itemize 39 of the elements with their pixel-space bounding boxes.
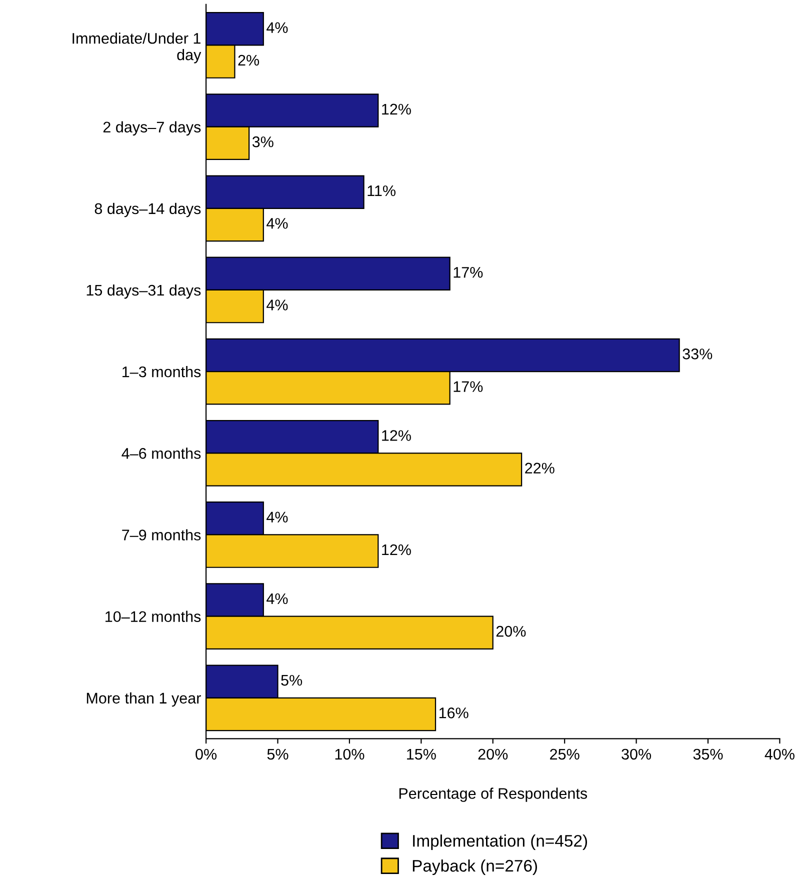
x-tick-label: 10% [335, 748, 364, 760]
y-tick-label: Immediate/Under 1 day [72, 32, 202, 64]
x-tick-label: 40% [764, 748, 794, 760]
y-tick-label: 1–3 months [122, 366, 201, 378]
data-label: 2% [238, 54, 260, 66]
legend-label: Implementation (n=452) [413, 834, 588, 850]
data-label: 4% [266, 22, 288, 33]
data-label: 22% [525, 462, 554, 474]
data-label: 33% [682, 348, 712, 360]
data-label: 3% [252, 136, 274, 148]
legend-label: Payback (n=276) [412, 859, 537, 875]
data-label: 17% [454, 267, 483, 278]
data-label: 4% [266, 300, 288, 310]
data-label: 12% [382, 104, 411, 115]
y-tick-label: 4–6 months [122, 448, 201, 459]
x-tick-label: 30% [622, 748, 652, 760]
data-label: 12% [382, 430, 411, 441]
x-tick-label: 20% [478, 748, 508, 760]
x-tick-label: 15% [407, 748, 436, 760]
y-tick-label: 8 days–14 days [94, 202, 201, 218]
y-tick-label: 7–9 months [122, 529, 201, 540]
data-label: 4% [266, 593, 288, 604]
x-tick-label: 25% [550, 748, 580, 760]
data-label: 16% [439, 708, 468, 718]
data-label: 4% [266, 218, 288, 229]
x-tick-label: 0% [196, 748, 217, 760]
data-label: 5% [281, 674, 302, 686]
y-tick-label: More than 1 year [86, 692, 201, 707]
y-tick-label: 2 days–7 days [103, 121, 201, 136]
data-label: 4% [266, 512, 288, 522]
data-label: 20% [496, 626, 526, 637]
data-label: 12% [382, 544, 411, 556]
x-tick-label: 35% [693, 748, 723, 760]
y-tick-label: 10–12 months [106, 610, 201, 622]
y-tick-label: 15 days–31 days [86, 284, 201, 299]
x-tick-label: 5% [267, 748, 288, 760]
data-label: 11% [368, 185, 396, 196]
x-axis-title: Percentage of Respondents [399, 788, 588, 802]
data-label: 17% [454, 381, 483, 392]
